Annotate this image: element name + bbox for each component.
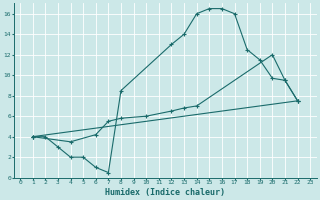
X-axis label: Humidex (Indice chaleur): Humidex (Indice chaleur)	[105, 188, 225, 197]
